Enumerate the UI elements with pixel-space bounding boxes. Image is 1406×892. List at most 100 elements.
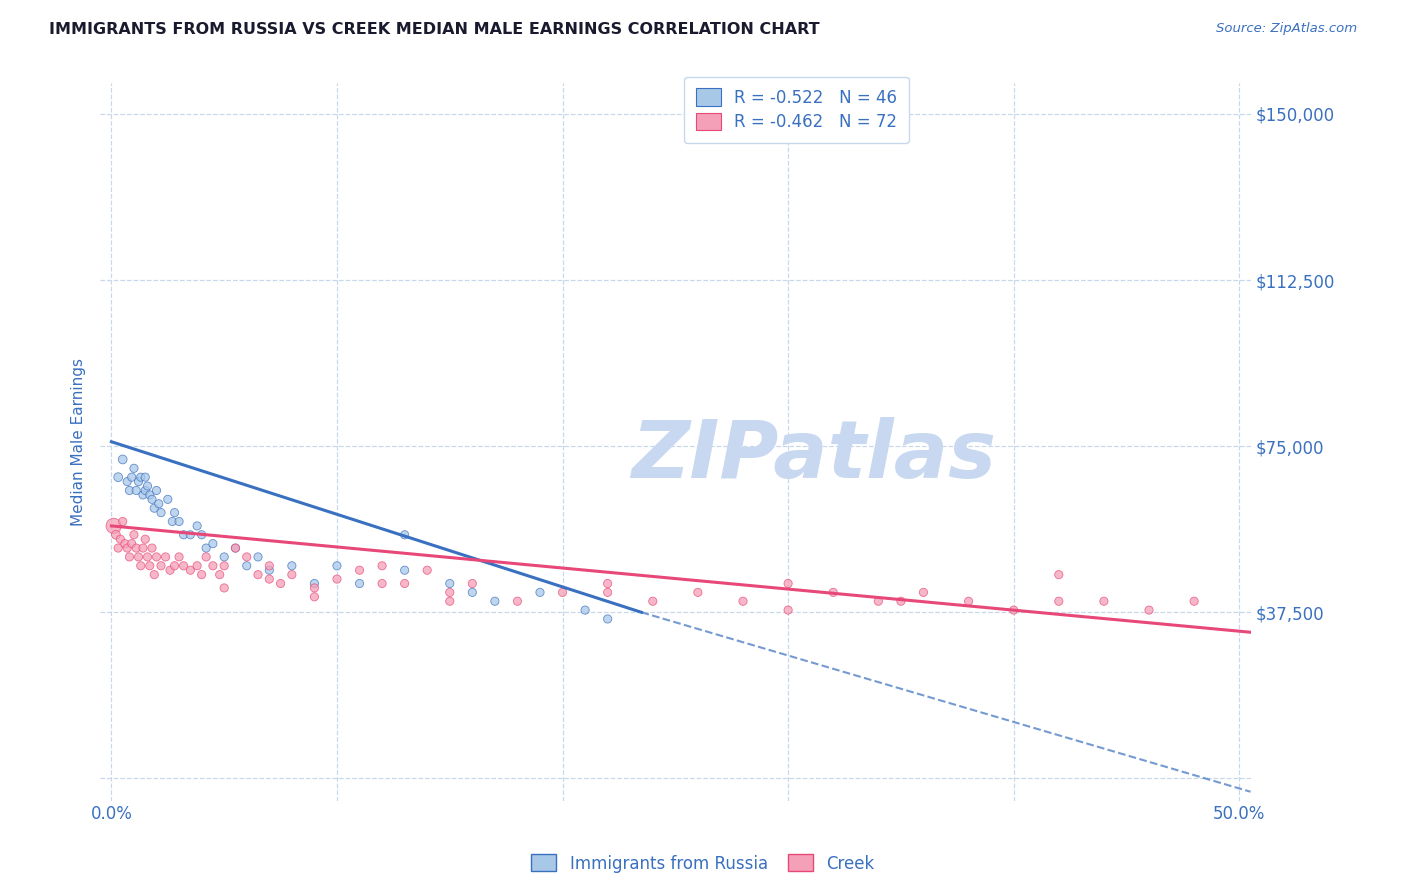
Point [778, 576, 800, 591]
Point [115, 475, 138, 489]
Point [145, 483, 167, 498]
Point [186, 519, 208, 533]
Point [173, 528, 195, 542]
Point [1047, 594, 1070, 608]
Point [371, 576, 394, 591]
Point [118, 549, 141, 564]
Point [115, 541, 138, 555]
Point [1137, 603, 1160, 617]
Point [104, 528, 127, 542]
Point [484, 594, 506, 608]
Point [195, 541, 218, 555]
Point [212, 558, 235, 573]
Text: Source: ZipAtlas.com: Source: ZipAtlas.com [1216, 22, 1357, 36]
Point [179, 563, 201, 577]
Point [224, 541, 246, 555]
Point [121, 470, 143, 484]
Point [163, 558, 186, 573]
Point [270, 576, 292, 591]
Point [125, 541, 148, 555]
Point [150, 506, 173, 520]
Point [143, 567, 166, 582]
Point [259, 563, 281, 577]
Point [208, 567, 231, 582]
Point [173, 558, 195, 573]
Point [127, 475, 149, 489]
Point [212, 581, 235, 595]
Point [394, 576, 416, 591]
Point [136, 479, 159, 493]
Point [574, 603, 596, 617]
Point [141, 541, 163, 555]
Point [111, 452, 134, 467]
Point [551, 585, 574, 599]
Point [195, 549, 218, 564]
Point [139, 558, 162, 573]
Point [107, 470, 129, 484]
Legend: R = -0.522   N = 46, R = -0.462   N = 72: R = -0.522 N = 46, R = -0.462 N = 72 [683, 77, 908, 143]
Point [461, 576, 484, 591]
Point [957, 594, 980, 608]
Point [439, 576, 461, 591]
Point [912, 585, 935, 599]
Point [596, 576, 619, 591]
Point [247, 549, 270, 564]
Point [201, 558, 224, 573]
Point [122, 461, 145, 475]
Point [150, 558, 173, 573]
Point [162, 515, 184, 529]
Point [304, 576, 326, 591]
Point [326, 572, 349, 586]
Point [139, 488, 162, 502]
Point [596, 612, 619, 626]
Point [110, 532, 132, 546]
Point [1182, 594, 1205, 608]
Point [141, 492, 163, 507]
Point [190, 567, 212, 582]
Point [304, 590, 326, 604]
Point [129, 470, 152, 484]
Legend: Immigrants from Russia, Creek: Immigrants from Russia, Creek [524, 847, 882, 880]
Point [235, 549, 257, 564]
Point [156, 492, 179, 507]
Point [778, 603, 800, 617]
Point [134, 470, 156, 484]
Point [163, 506, 186, 520]
Point [731, 594, 754, 608]
Point [304, 581, 326, 595]
Point [136, 549, 159, 564]
Point [114, 536, 136, 550]
Point [890, 594, 912, 608]
Point [235, 558, 257, 573]
Point [281, 567, 304, 582]
Point [125, 483, 148, 498]
Point [394, 528, 416, 542]
Y-axis label: Median Male Earnings: Median Male Earnings [72, 358, 86, 525]
Point [212, 549, 235, 564]
Point [148, 497, 170, 511]
Point [439, 594, 461, 608]
Point [224, 541, 246, 555]
Point [461, 585, 484, 599]
Point [416, 563, 439, 577]
Point [506, 594, 529, 608]
Text: IMMIGRANTS FROM RUSSIA VS CREEK MEDIAN MALE EARNINGS CORRELATION CHART: IMMIGRANTS FROM RUSSIA VS CREEK MEDIAN M… [49, 22, 820, 37]
Point [201, 536, 224, 550]
Point [134, 532, 156, 546]
Point [167, 549, 190, 564]
Point [190, 528, 212, 542]
Point [641, 594, 664, 608]
Point [529, 585, 551, 599]
Point [326, 558, 349, 573]
Point [1092, 594, 1115, 608]
Point [155, 549, 177, 564]
Point [132, 488, 155, 502]
Point [122, 528, 145, 542]
Point [145, 549, 167, 564]
Point [179, 528, 201, 542]
Point [186, 558, 208, 573]
Point [134, 483, 156, 498]
Point [107, 541, 129, 555]
Point [259, 558, 281, 573]
Point [371, 558, 394, 573]
